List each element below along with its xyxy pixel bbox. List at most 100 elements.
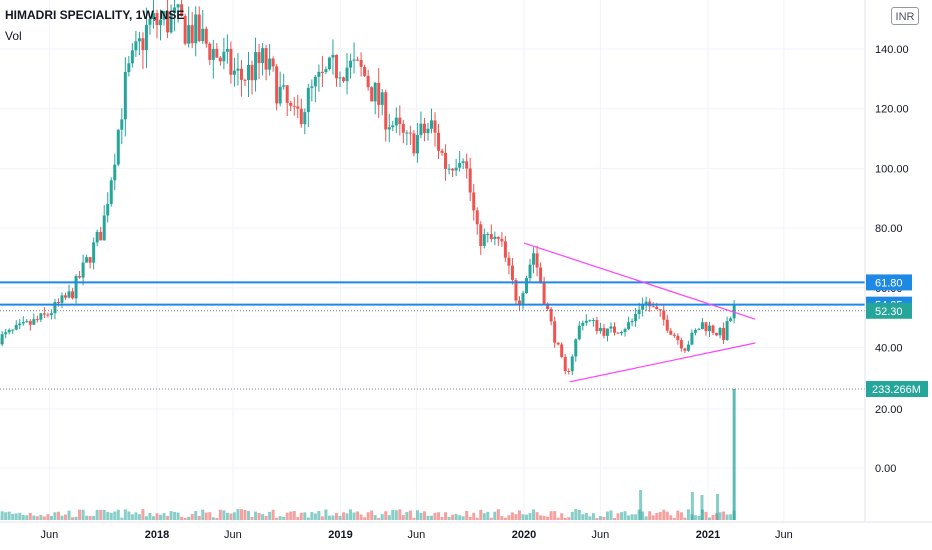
candle-body <box>577 325 581 340</box>
candle-body <box>194 14 198 44</box>
candle-body <box>377 82 381 105</box>
candle-body <box>686 344 690 351</box>
candle-body <box>620 332 624 334</box>
volume-bar <box>620 512 624 520</box>
volume-bar <box>28 512 32 520</box>
candle-body <box>310 86 314 88</box>
candle-body <box>465 161 469 169</box>
candle-body <box>651 306 655 308</box>
candle-body <box>370 87 374 102</box>
volume-bar <box>510 512 514 520</box>
candle-body <box>95 231 99 243</box>
volume-bar <box>64 514 68 520</box>
candle-body <box>39 313 43 320</box>
candle-body <box>78 276 82 278</box>
candle-body <box>437 132 441 151</box>
price-tick-label: 140.00 <box>875 44 909 56</box>
volume-tick-label: 0.00 <box>875 463 896 475</box>
volume-bar <box>401 515 405 520</box>
volume-bar <box>493 511 497 520</box>
volume-bar <box>109 512 113 520</box>
volume-bar <box>426 515 430 520</box>
candle-body <box>28 321 32 325</box>
volume-bar <box>257 512 261 520</box>
candle-body <box>387 127 391 130</box>
volume-bar <box>67 510 71 520</box>
volume-bar <box>437 512 441 520</box>
volume-bar <box>334 512 338 520</box>
candle-body <box>7 329 11 333</box>
volume-bar <box>313 513 317 520</box>
candle-body <box>25 321 29 323</box>
candle-body <box>317 71 321 77</box>
volume-bar <box>412 517 416 520</box>
candle-body <box>422 123 426 134</box>
candle-body <box>162 11 166 20</box>
volume-bar <box>159 514 163 520</box>
volume-bar <box>489 517 493 520</box>
candle-body <box>151 13 155 19</box>
candle-body <box>630 321 634 323</box>
volume-bar <box>639 490 643 520</box>
candle-body <box>627 322 631 330</box>
candle-body <box>324 69 328 73</box>
volume-bar <box>658 511 662 520</box>
candle-body <box>373 82 377 102</box>
candle-body <box>42 313 46 315</box>
price-tick-label: 80.00 <box>875 223 903 235</box>
candle-body <box>567 371 571 373</box>
volume-bar <box>507 515 511 520</box>
volume-bar <box>35 516 39 520</box>
candle-body <box>539 267 543 284</box>
candle-body <box>510 265 514 280</box>
trendlines <box>523 242 756 383</box>
volume-bar <box>595 517 599 520</box>
candle-body <box>711 325 715 333</box>
volume-bar <box>225 512 229 520</box>
candle-body <box>669 330 673 335</box>
volume-bars <box>0 389 736 520</box>
volume-bar <box>419 512 423 520</box>
candle-body <box>549 308 553 322</box>
volume-bar <box>275 517 279 520</box>
candle-body <box>173 7 177 14</box>
candle-body <box>56 302 60 304</box>
volume-bar <box>479 509 483 520</box>
candle-body <box>303 112 307 125</box>
candle-body <box>211 48 215 60</box>
candle-body <box>595 320 599 332</box>
volume-bar <box>215 517 219 520</box>
price-badge-label: 52.30 <box>875 306 903 318</box>
volume-badge <box>866 381 928 397</box>
candle-body <box>718 327 722 336</box>
volume-bar <box>11 513 15 520</box>
volume-bar <box>25 515 29 520</box>
volume-bar <box>588 516 592 520</box>
volume-bar <box>472 512 476 520</box>
candle-body <box>704 322 708 332</box>
candle-body <box>296 106 300 109</box>
volume-bar <box>85 515 89 520</box>
volume-badge-label: 233.266M <box>872 384 921 396</box>
volume-bar <box>373 515 377 520</box>
candle-body <box>454 167 458 171</box>
volume-bar <box>429 515 433 520</box>
candle-body <box>408 132 412 134</box>
volume-bar <box>204 512 208 520</box>
candle-body <box>116 129 120 165</box>
volume-bar <box>433 512 437 520</box>
volume-bar <box>81 509 85 520</box>
volume-bar <box>271 509 275 520</box>
candle-body <box>106 203 110 216</box>
candle-body <box>306 87 310 113</box>
candle-body <box>514 279 518 301</box>
candle-body <box>250 64 254 81</box>
time-tick-label: Jun <box>592 529 610 541</box>
candle-body <box>581 322 585 326</box>
price-candles <box>0 0 736 376</box>
volume-bar <box>88 515 92 520</box>
volume-bar <box>377 517 381 520</box>
currency-button[interactable]: INR <box>891 7 919 25</box>
